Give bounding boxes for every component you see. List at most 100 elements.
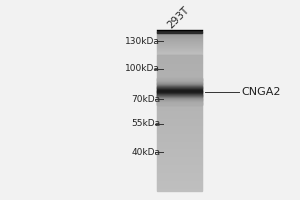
Bar — [157, 157, 202, 158]
Bar — [157, 101, 202, 102]
Bar — [157, 95, 202, 96]
Bar — [157, 110, 202, 111]
Bar — [157, 92, 202, 93]
Bar — [157, 155, 202, 156]
Bar — [157, 96, 202, 97]
Bar — [157, 31, 202, 32]
Bar — [157, 87, 202, 88]
Bar — [157, 100, 202, 101]
Bar — [157, 174, 202, 175]
Bar — [157, 133, 202, 134]
Bar — [157, 100, 202, 101]
Text: 55kDa: 55kDa — [131, 119, 160, 128]
Text: 40kDa: 40kDa — [131, 148, 160, 157]
Bar — [157, 98, 202, 99]
Bar — [157, 54, 202, 55]
Bar — [157, 88, 202, 89]
Bar — [157, 162, 202, 163]
Bar — [157, 186, 202, 187]
Bar — [157, 55, 202, 56]
Bar — [157, 137, 202, 138]
Bar — [157, 165, 202, 166]
Bar — [157, 64, 202, 65]
Bar — [157, 97, 202, 98]
Bar — [157, 37, 202, 38]
Bar — [157, 72, 202, 73]
Bar — [157, 35, 202, 36]
Bar — [157, 104, 202, 105]
Bar — [157, 159, 202, 160]
Bar — [157, 129, 202, 130]
Bar — [157, 172, 202, 173]
Bar — [157, 98, 202, 99]
Bar — [157, 103, 202, 104]
Bar — [157, 126, 202, 127]
Bar — [157, 95, 202, 96]
Bar — [157, 128, 202, 129]
Bar — [157, 52, 202, 53]
Bar — [157, 82, 202, 83]
Bar — [157, 107, 202, 108]
Bar — [157, 148, 202, 149]
Bar — [157, 50, 202, 51]
Bar — [157, 90, 202, 91]
Bar — [157, 96, 202, 97]
Bar — [157, 125, 202, 126]
Bar — [157, 116, 202, 117]
Bar — [157, 67, 202, 68]
Bar — [157, 57, 202, 58]
Bar — [157, 184, 202, 185]
Bar — [157, 90, 202, 91]
Bar — [157, 94, 202, 95]
Bar — [157, 131, 202, 132]
Bar — [157, 154, 202, 155]
Bar — [157, 49, 202, 50]
Bar — [157, 168, 202, 169]
Bar — [157, 187, 202, 188]
Bar — [157, 78, 202, 79]
Bar — [157, 111, 202, 112]
Bar — [157, 153, 202, 154]
Bar — [157, 102, 202, 103]
Bar — [157, 53, 202, 54]
Bar — [157, 74, 202, 75]
Text: CNGA2: CNGA2 — [242, 87, 281, 97]
Bar — [157, 81, 202, 82]
Bar — [157, 91, 202, 92]
Bar — [157, 83, 202, 84]
Bar — [157, 71, 202, 72]
Bar — [157, 86, 202, 87]
Bar — [157, 61, 202, 62]
Bar — [157, 109, 202, 110]
Bar — [157, 92, 202, 93]
Bar — [157, 81, 202, 82]
Bar — [157, 134, 202, 135]
Bar — [157, 163, 202, 164]
Bar — [157, 136, 202, 137]
Bar — [157, 164, 202, 165]
Bar — [157, 124, 202, 125]
Bar — [157, 102, 202, 103]
Bar — [157, 83, 202, 84]
Bar — [157, 51, 202, 52]
Bar — [157, 173, 202, 174]
Bar — [157, 88, 202, 89]
Bar — [157, 92, 202, 93]
Bar — [157, 121, 202, 122]
Bar — [157, 41, 202, 42]
Bar — [157, 47, 202, 48]
Bar — [157, 146, 202, 147]
Bar — [157, 32, 202, 33]
Bar — [157, 183, 202, 184]
Bar — [157, 118, 202, 119]
Bar — [157, 152, 202, 153]
Bar — [157, 176, 202, 177]
Bar — [157, 119, 202, 120]
Bar — [157, 36, 202, 37]
Bar — [157, 117, 202, 118]
Bar — [157, 79, 202, 80]
Bar — [157, 139, 202, 140]
Bar — [157, 38, 202, 39]
Bar — [157, 89, 202, 90]
Bar — [157, 169, 202, 170]
